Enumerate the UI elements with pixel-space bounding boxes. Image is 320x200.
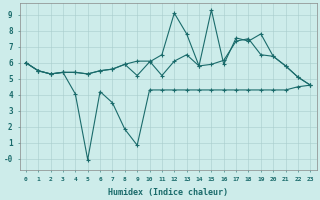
X-axis label: Humidex (Indice chaleur): Humidex (Indice chaleur) <box>108 188 228 197</box>
